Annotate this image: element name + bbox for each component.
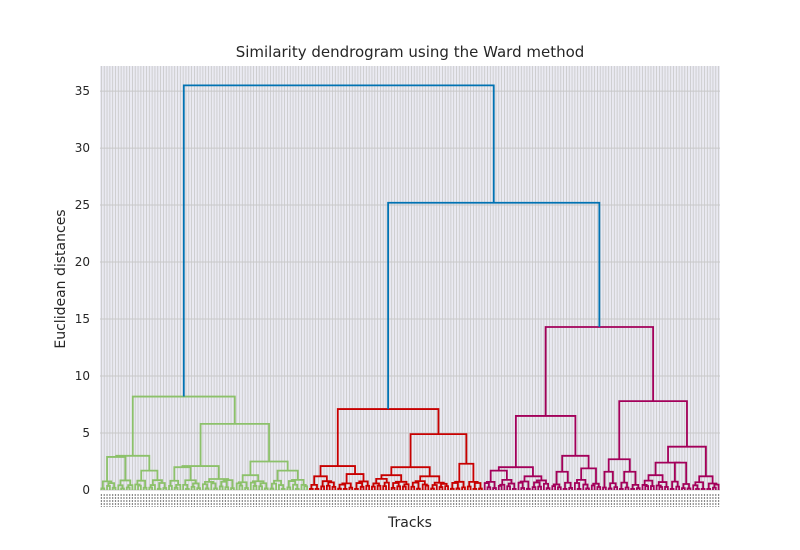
y-tick-label: 15 bbox=[75, 312, 90, 326]
y-tick-label: 20 bbox=[75, 255, 90, 269]
y-tick-label: 25 bbox=[75, 198, 90, 212]
x-axis-label: Tracks bbox=[387, 515, 432, 531]
chart-title: Similarity dendrogram using the Ward met… bbox=[236, 43, 585, 61]
y-axis-label: Euclidean distances bbox=[53, 209, 69, 348]
y-tick-label: 30 bbox=[75, 141, 90, 155]
plot-area bbox=[100, 66, 720, 490]
y-tick-label: 5 bbox=[82, 426, 90, 440]
y-tick-label: 10 bbox=[75, 369, 90, 383]
y-tick-label: 35 bbox=[75, 84, 90, 98]
y-tick-label: 0 bbox=[82, 483, 90, 497]
